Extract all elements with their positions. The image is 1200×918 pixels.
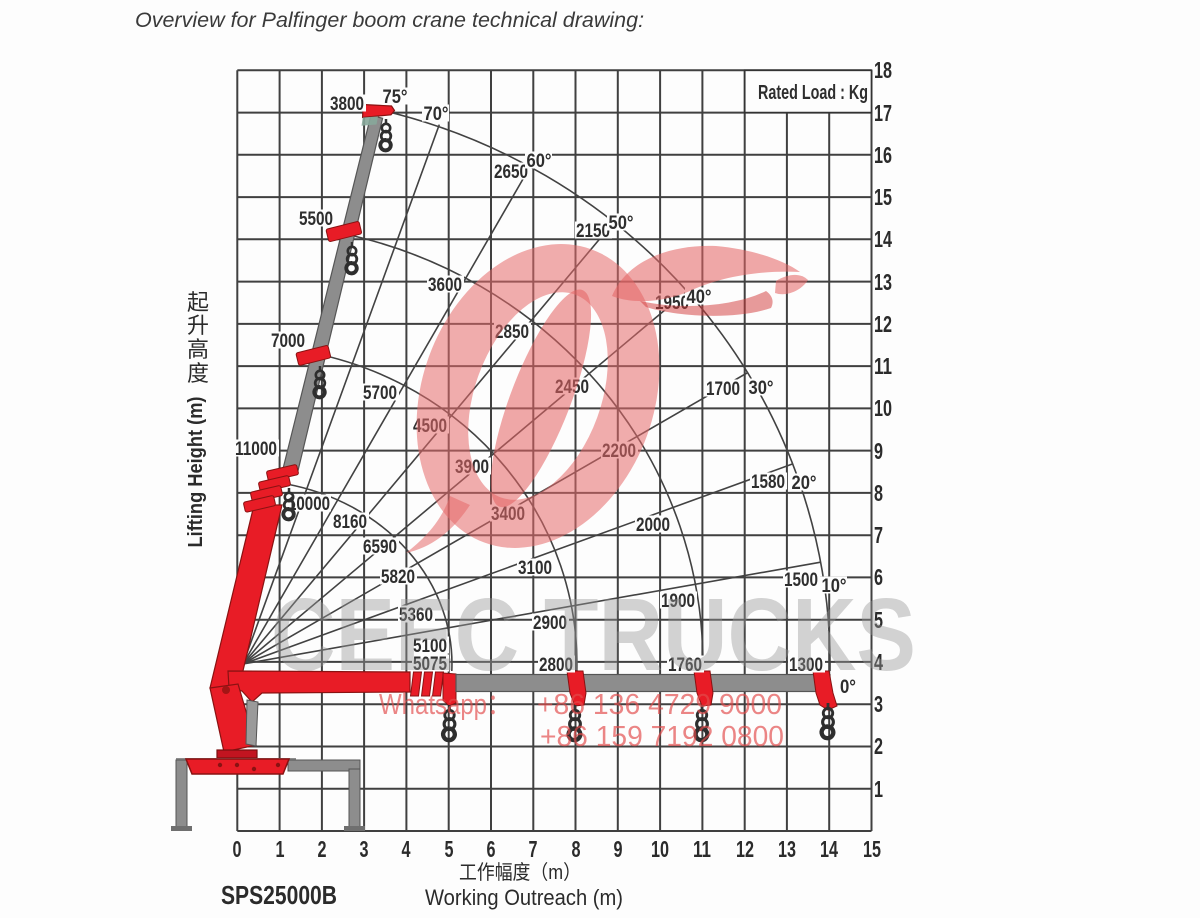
svg-text:5: 5 [874,607,883,633]
svg-text:7000: 7000 [271,330,305,352]
svg-text:6: 6 [487,836,496,862]
svg-text:1: 1 [874,776,883,802]
svg-text:1900: 1900 [661,590,695,612]
svg-text:度: 度 [187,361,209,386]
svg-text:70°: 70° [424,103,449,125]
svg-text:6: 6 [874,564,883,590]
svg-text:9: 9 [874,438,883,464]
svg-text:12: 12 [736,836,754,862]
svg-text:10°: 10° [822,575,847,597]
svg-text:30°: 30° [749,377,774,399]
svg-text:8: 8 [874,480,883,506]
svg-text:11000: 11000 [235,438,277,460]
svg-text:CEEC TRUCKS: CEEC TRUCKS [271,577,916,692]
svg-text:9: 9 [614,836,623,862]
svg-text:3600: 3600 [428,274,462,296]
svg-text:10000: 10000 [288,493,330,515]
svg-text:0°: 0° [840,676,856,698]
svg-text:14: 14 [874,226,892,252]
svg-text:2800: 2800 [539,654,573,676]
svg-text:20°: 20° [792,472,817,494]
svg-text:3: 3 [360,836,369,862]
svg-text:6590: 6590 [363,536,397,558]
svg-text:5820: 5820 [381,566,415,588]
svg-text:60°: 60° [527,150,552,172]
svg-text:5360: 5360 [399,604,433,626]
svg-text:10: 10 [874,395,892,421]
svg-text:2650: 2650 [494,161,528,183]
svg-text:3800: 3800 [330,93,364,115]
svg-text:1: 1 [276,836,285,862]
svg-text:18: 18 [874,57,892,83]
svg-text:40°: 40° [687,286,712,308]
svg-text:工作幅度（m）: 工作幅度（m） [459,861,581,884]
svg-text:高: 高 [187,337,209,362]
svg-text:+86 136 4729 9000: +86 136 4729 9000 [537,689,782,721]
svg-text:5700: 5700 [363,382,397,404]
svg-text:13: 13 [778,836,796,862]
svg-text:4: 4 [874,649,883,675]
svg-text:Working Outreach (m): Working Outreach (m) [425,885,623,910]
svg-text:2150: 2150 [576,220,610,242]
svg-text:7: 7 [874,522,883,548]
svg-text:7: 7 [529,836,538,862]
svg-text:15: 15 [874,184,892,210]
svg-text:8: 8 [572,836,581,862]
svg-text:2: 2 [318,836,327,862]
svg-text:15: 15 [863,836,881,862]
svg-text:2000: 2000 [636,514,670,536]
svg-text:5075: 5075 [413,653,447,675]
svg-text:Overview for Palfinger boom cr: Overview for Palfinger boom crane techni… [135,8,644,32]
svg-text:+86 159 7192 0800: +86 159 7192 0800 [540,721,784,753]
svg-text:2900: 2900 [533,612,567,634]
svg-text:3: 3 [874,691,883,717]
svg-text:5500: 5500 [299,208,333,230]
svg-text:Whatsapp：: Whatsapp： [379,689,511,721]
svg-text:5100: 5100 [413,635,447,657]
svg-text:5: 5 [445,836,454,862]
svg-text:17: 17 [874,100,892,126]
svg-text:8160: 8160 [333,511,367,533]
svg-text:4: 4 [402,836,411,862]
svg-text:75°: 75° [383,86,408,108]
svg-text:0: 0 [233,836,242,862]
svg-text:起: 起 [187,290,209,315]
svg-text:升: 升 [187,313,209,338]
svg-text:3100: 3100 [518,557,552,579]
svg-text:14: 14 [820,836,838,862]
svg-text:11: 11 [874,353,892,379]
svg-text:Rated Load : Kg: Rated Load : Kg [758,82,868,104]
svg-text:1760: 1760 [668,654,702,676]
svg-text:16: 16 [874,142,892,168]
svg-text:Lifting Height (m): Lifting Height (m) [185,397,207,548]
svg-text:1300: 1300 [789,654,823,676]
svg-text:50°: 50° [609,212,634,234]
svg-text:11: 11 [693,836,711,862]
svg-text:2: 2 [874,733,883,759]
svg-text:1580: 1580 [751,471,785,493]
svg-text:10: 10 [651,836,669,862]
svg-text:13: 13 [874,269,892,295]
svg-text:SPS25000B: SPS25000B [221,880,337,910]
svg-text:1700: 1700 [706,378,740,400]
svg-text:1500: 1500 [784,569,818,591]
svg-text:12: 12 [874,311,892,337]
